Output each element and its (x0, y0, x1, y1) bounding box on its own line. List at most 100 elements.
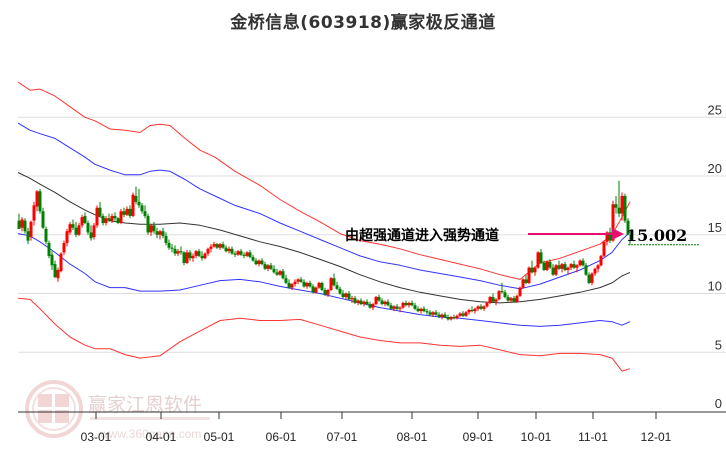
candle (473, 308, 477, 312)
candle (26, 231, 30, 241)
candle (203, 253, 207, 259)
candle (323, 289, 327, 295)
candle (278, 271, 282, 275)
watermark-url: www.360gann.com (99, 427, 201, 441)
candle (242, 254, 246, 256)
band-inner-upper (17, 122, 631, 290)
candle (194, 251, 198, 256)
candle (593, 268, 597, 274)
candle (122, 211, 126, 215)
candle (422, 308, 426, 312)
band-middle (17, 172, 631, 304)
candle (377, 297, 381, 301)
candle (419, 308, 423, 312)
candle (308, 282, 312, 287)
annotation-text: 由超强通道进入强势通道 (345, 227, 499, 244)
candle (263, 264, 267, 269)
candle (620, 195, 624, 214)
candle (248, 252, 252, 258)
candle (542, 262, 546, 270)
candle (359, 300, 363, 305)
candle (497, 291, 501, 300)
candle (539, 252, 543, 263)
candle (464, 312, 468, 316)
x-axis: 03-01 04-01 05-01 06-01 07-01 08-01 09-01 10-01… (18, 411, 726, 444)
candle (119, 211, 123, 223)
candle (110, 215, 114, 221)
candle (80, 217, 84, 226)
candle (107, 218, 111, 221)
candle (347, 293, 351, 300)
candle (170, 247, 174, 249)
candle (566, 267, 570, 270)
candle (116, 218, 120, 223)
candle (437, 314, 441, 317)
candle (482, 306, 486, 309)
x-tick-label: 08-01 (397, 430, 428, 444)
candle (578, 260, 582, 266)
candle (440, 314, 444, 317)
x-tick-label: 11-01 (578, 430, 608, 444)
y-tick-label: 0 (715, 396, 722, 411)
candle (551, 267, 555, 275)
candle (236, 251, 240, 255)
candle (257, 260, 261, 265)
candle (77, 225, 81, 235)
candle (425, 311, 429, 313)
candle (407, 302, 411, 306)
y-tick-label: 15 (708, 220, 722, 235)
candle (512, 298, 516, 302)
candle (311, 286, 315, 293)
candle (74, 227, 78, 235)
x-tick-label: 09-01 (463, 430, 494, 444)
candle (524, 279, 528, 283)
candle (458, 313, 462, 316)
candle (47, 242, 51, 256)
candle (215, 244, 219, 248)
candle (182, 252, 186, 263)
candle (371, 304, 375, 308)
candle (68, 224, 72, 233)
candle (275, 272, 279, 275)
candle (152, 225, 156, 232)
candle (416, 308, 420, 312)
candle (38, 191, 42, 212)
candle (164, 235, 168, 243)
candle (506, 297, 510, 301)
candle (455, 315, 459, 319)
candle (392, 306, 396, 309)
candle (563, 264, 567, 270)
candle (428, 312, 432, 315)
candle (410, 302, 414, 306)
candle (587, 274, 591, 283)
candle (167, 242, 171, 248)
candle (101, 215, 105, 223)
price-label: 15.002 (626, 226, 687, 245)
candle (401, 302, 405, 308)
candle (557, 265, 561, 269)
candle (545, 261, 549, 270)
candle (149, 225, 153, 233)
candle (224, 247, 228, 252)
candle (221, 244, 225, 248)
candle (467, 309, 471, 313)
candle (158, 231, 162, 235)
candle (191, 255, 195, 259)
watermark-brand: 赢家江恩软件 (88, 394, 202, 416)
candle (374, 297, 378, 305)
candle (197, 251, 201, 256)
candle (20, 219, 24, 228)
candle (380, 300, 384, 305)
candle (134, 195, 138, 202)
candle (188, 252, 192, 259)
candle (536, 252, 540, 268)
candle (98, 207, 102, 216)
candle (287, 282, 291, 288)
candle (113, 215, 117, 219)
annotation: 由超强通道进入强势通道 15.002 (345, 226, 700, 246)
candle (335, 285, 339, 289)
candle (485, 302, 489, 307)
candle (227, 248, 231, 252)
candle (29, 221, 33, 238)
candle (146, 215, 150, 233)
